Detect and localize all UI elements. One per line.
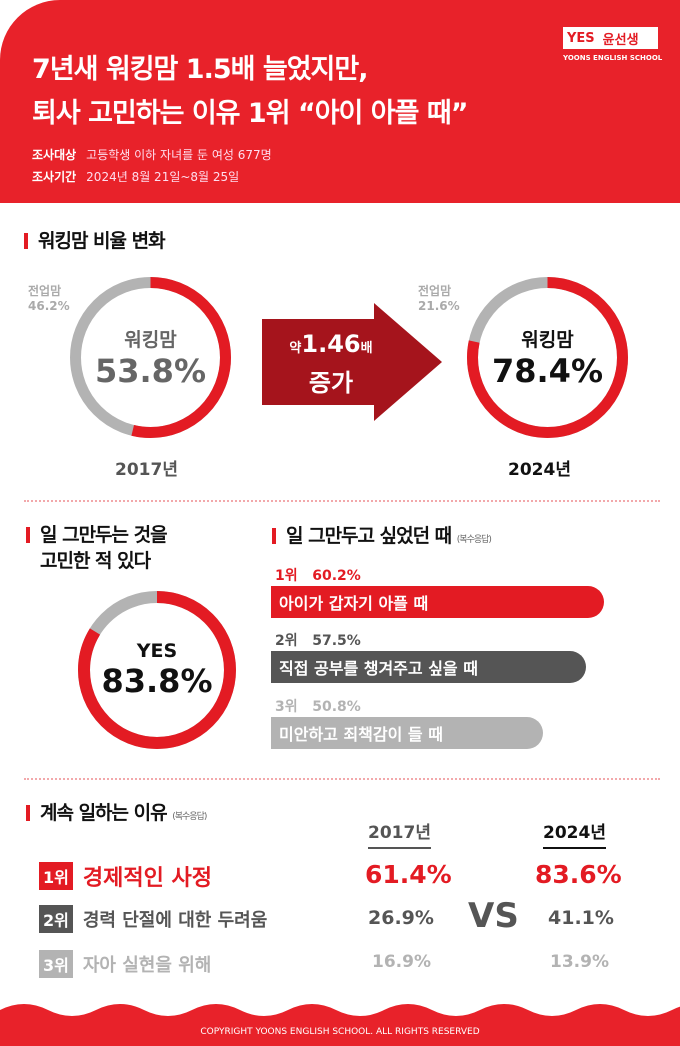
reason-label: 경제적인 사정 [82,866,212,891]
donut-2017-label: 워킹맘 [124,329,177,351]
keep-working-title: 계속 일하는 이유 [40,802,168,824]
donut-yes: YES 83.8% [77,590,237,750]
copyright-text: COPYRIGHT YOONS ENGLISH SCHOOL. ALL RIGH… [200,1027,480,1037]
col-2017: 2017년 [368,818,431,849]
wave-icon [0,1004,680,1046]
year-2017: 2017년 [115,460,178,480]
right-side-value: 21.6% [418,299,460,313]
arrow-line2: 증가 [308,369,354,397]
donut-2017-value: 53.8% [94,352,206,390]
quit-when-title: 일 그만두고 싶었던 때 [286,525,452,547]
survey-period: 조사기간 2024년 8월 21일~8월 25일 [32,168,239,185]
rank-text: 1위 [275,568,298,584]
reason-row-1: 1위 경제적인 사정 [39,860,212,892]
year-2024: 2024년 [508,460,571,480]
rank-text: 2위 [275,633,298,649]
donut-yes-value: 83.8% [101,662,213,700]
rank-badge: 3위 [39,950,73,978]
value-2024: 41.1% [548,907,614,929]
logo: YES 윤선생 [563,27,658,49]
rank-badge: 2위 [39,905,73,933]
donut-ring-icon [70,277,231,438]
title-line-2: 퇴사 고민하는 이유 1위 “아이 아플 때” [32,98,468,129]
reason-row-2: 2위 경력 단절에 대한 두려움 [39,905,267,933]
quit-consider-line2: 고민한 적 있다 [40,550,151,572]
section-title-keep-working: 계속 일하는 이유 (복수응답) [25,800,207,830]
logo-name: 윤선생 [602,32,639,48]
bar-2-rank: 2위 57.5% [275,630,361,650]
survey-period-value: 2024년 8월 21일~8월 25일 [86,170,240,184]
donut-ring-icon [467,277,628,438]
reason-label: 자아 실현을 위해 [82,955,212,976]
footer: COPYRIGHT YOONS ENGLISH SCHOOL. ALL RIGH… [0,1000,680,1046]
arrow-text: 약1.46배 증가 [276,327,386,400]
bar-2: 직접 공부를 챙겨주고 싶을 때 [271,651,586,683]
donut-2024: 워킹맘 78.4% [465,275,630,440]
arrow-value: 1.46 [301,330,361,358]
bar-3: 미안하고 죄책감이 들 때 [271,717,543,749]
keep-working-subtitle: (복수응답) [172,812,207,822]
donut-yes-label: YES [136,640,178,662]
header-banner: 7년새 워킹맘 1.5배 늘었지만, 퇴사 고민하는 이유 1위 “아이 아플 … [0,0,680,203]
left-side-label: 전업맘 46.2% [28,284,70,314]
right-side-label-text: 전업맘 [418,284,452,298]
left-side-label-text: 전업맘 [28,284,62,298]
donut-2024-value: 78.4% [491,352,603,390]
donut-2024-center: 워킹맘 78.4% [465,275,630,440]
reason-label: 경력 단절에 대한 두려움 [82,910,268,931]
page-title: 7년새 워킹맘 1.5배 늘었지만, 퇴사 고민하는 이유 1위 “아이 아플 … [32,48,468,136]
divider [24,778,660,780]
section-title-working-mom-ratio: 워킹맘 비율 변화 [24,230,166,252]
value-2017: 61.4% [365,860,452,889]
increase-arrow: 약1.46배 증가 [262,303,442,421]
donut-2024-label: 워킹맘 [521,329,574,351]
title-line-1: 7년새 워킹맘 1.5배 늘었지만, [32,54,368,85]
section-title-quit-when: 일 그만두고 싶었던 때 (복수응답) [272,523,492,553]
quit-consider-line1: 일 그만두는 것을 [40,524,168,546]
right-side-label: 전업맘 21.6% [418,284,460,314]
value-2017: 26.9% [368,907,434,929]
section-title-quit-consider: 일 그만두는 것을 고민한 적 있다 [26,522,168,574]
value-2024: 83.6% [535,860,622,889]
rank-text: 3위 [275,699,298,715]
arrow-right-icon [262,303,442,421]
donut-ring-icon [78,591,236,749]
bar-1: 아이가 갑자기 아플 때 [271,586,604,618]
bar-3-rank: 3위 50.8% [275,696,361,716]
logo-subtitle: YOONS ENGLISH SCHOOL [563,54,663,62]
survey-target: 조사대상 고등학생 이하 자녀를 둔 여성 677명 [32,146,272,163]
arrow-prefix: 약 [289,341,302,356]
value-text: 57.5% [312,633,361,649]
value-text: 60.2% [312,568,361,584]
reason-row-3: 3위 자아 실현을 위해 [39,950,211,978]
bar-1-rank: 1위 60.2% [275,565,361,585]
arrow-suffix: 배 [360,341,373,356]
left-side-value: 46.2% [28,299,70,313]
vs-text: VS [468,896,519,936]
quit-when-subtitle: (복수응답) [456,535,492,545]
survey-period-label: 조사기간 [32,170,77,184]
donut-yes-center: YES 83.8% [77,590,237,750]
value-text: 50.8% [312,699,361,715]
survey-target-label: 조사대상 [32,148,77,162]
donut-2017: 워킹맘 53.8% [68,275,233,440]
survey-target-value: 고등학생 이하 자녀를 둔 여성 677명 [86,148,272,162]
col-2024: 2024년 [543,818,606,849]
rank-badge: 1위 [39,862,73,890]
value-2024: 13.9% [550,952,609,972]
divider [24,500,660,502]
donut-2017-center: 워킹맘 53.8% [68,275,233,440]
logo-mark: YES [567,30,595,46]
value-2017: 16.9% [372,952,431,972]
